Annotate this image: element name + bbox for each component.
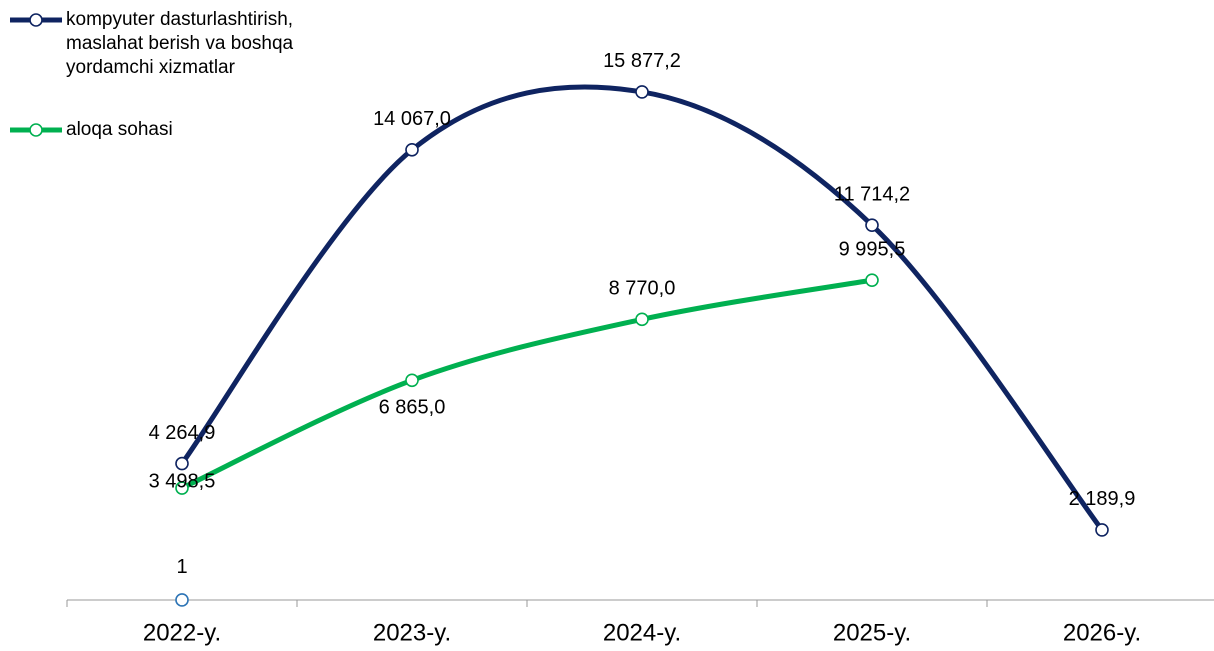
legend-label: aloqa sohasi <box>66 119 173 140</box>
data-label: 6 865,0 <box>379 397 446 419</box>
x-tick-label: 2026-y. <box>1063 619 1141 646</box>
point <box>1095 523 1109 537</box>
data-label: 2 189,9 <box>1069 488 1136 510</box>
data-label: 14 067,0 <box>373 108 451 130</box>
data-label: 9 995,5 <box>839 238 906 260</box>
point <box>405 373 419 388</box>
legend-label: kompyuter dasturlashtirish, maslahat beri… <box>66 9 294 78</box>
series-line <box>180 277 873 491</box>
series-line <box>179 84 1104 532</box>
x-tick-label: 2022-y. <box>143 619 221 646</box>
data-label: 1 <box>176 556 187 578</box>
point <box>865 218 879 232</box>
point <box>175 456 189 471</box>
point <box>635 85 649 99</box>
data-label: 4 264,9 <box>149 422 216 444</box>
data-label: 15 877,2 <box>603 50 681 72</box>
x-tick-label: 2024-y. <box>603 619 681 646</box>
point <box>865 273 879 287</box>
x-tick-label: 2023-y. <box>373 619 451 646</box>
legend-marker <box>29 13 43 27</box>
point <box>405 143 419 157</box>
data-label: 3 498,5 <box>149 470 216 492</box>
legend-marker <box>29 123 43 137</box>
point <box>175 481 189 495</box>
point <box>635 312 649 327</box>
point <box>175 593 189 607</box>
data-label: 8 770,0 <box>609 278 676 300</box>
data-label: 11 714,2 <box>834 183 910 205</box>
x-tick-label: 2025-y. <box>833 619 911 646</box>
